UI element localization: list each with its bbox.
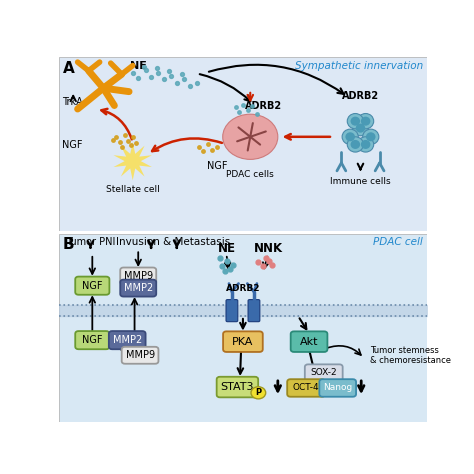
Text: PKA: PKA xyxy=(232,337,254,346)
Text: TrkA: TrkA xyxy=(62,97,83,107)
Text: ADRB2: ADRB2 xyxy=(226,283,260,292)
FancyBboxPatch shape xyxy=(319,379,356,397)
Circle shape xyxy=(361,117,370,126)
Circle shape xyxy=(363,129,379,145)
FancyBboxPatch shape xyxy=(109,331,146,349)
Circle shape xyxy=(352,120,369,136)
Polygon shape xyxy=(113,142,152,180)
Circle shape xyxy=(251,387,266,399)
Text: ADRB2: ADRB2 xyxy=(245,100,282,110)
FancyBboxPatch shape xyxy=(248,300,260,322)
Text: Stellate cell: Stellate cell xyxy=(106,185,160,194)
Text: ADRB2: ADRB2 xyxy=(342,91,379,101)
Text: Immune cells: Immune cells xyxy=(330,177,391,186)
FancyBboxPatch shape xyxy=(217,377,258,397)
Text: NGF: NGF xyxy=(207,161,228,171)
FancyBboxPatch shape xyxy=(226,300,238,322)
Circle shape xyxy=(347,137,364,152)
FancyBboxPatch shape xyxy=(291,331,328,352)
Circle shape xyxy=(351,140,360,149)
Text: MMP2: MMP2 xyxy=(124,283,153,293)
Text: MMP2: MMP2 xyxy=(113,335,142,345)
Text: Tumor stemness
& chemoresistance: Tumor stemness & chemoresistance xyxy=(370,346,451,365)
Circle shape xyxy=(357,113,374,129)
Text: NNK: NNK xyxy=(254,242,283,255)
Text: MMP9: MMP9 xyxy=(126,350,155,360)
Text: STAT3: STAT3 xyxy=(221,382,254,392)
Text: OCT-4: OCT-4 xyxy=(293,383,319,392)
FancyBboxPatch shape xyxy=(120,280,156,297)
FancyBboxPatch shape xyxy=(120,267,156,284)
Text: Invusion & Metastasis: Invusion & Metastasis xyxy=(116,237,230,247)
FancyBboxPatch shape xyxy=(305,365,343,381)
Text: NGF: NGF xyxy=(82,281,102,291)
Circle shape xyxy=(356,124,365,133)
Circle shape xyxy=(366,132,375,141)
FancyBboxPatch shape xyxy=(287,379,325,397)
Text: PDAC cells: PDAC cells xyxy=(227,170,274,179)
Text: B: B xyxy=(63,237,74,252)
Text: A: A xyxy=(63,61,75,76)
Circle shape xyxy=(351,117,360,126)
Circle shape xyxy=(361,140,370,149)
FancyBboxPatch shape xyxy=(223,331,263,352)
Text: NE: NE xyxy=(130,61,146,71)
Text: MMP9: MMP9 xyxy=(124,271,153,281)
Text: SOX-2: SOX-2 xyxy=(310,368,337,377)
Circle shape xyxy=(346,132,355,141)
Ellipse shape xyxy=(223,114,278,159)
Text: NE: NE xyxy=(218,242,236,255)
Text: NGF: NGF xyxy=(82,335,102,345)
FancyBboxPatch shape xyxy=(75,331,109,349)
FancyBboxPatch shape xyxy=(75,277,109,295)
Text: NGF: NGF xyxy=(62,140,82,150)
Circle shape xyxy=(342,129,358,145)
Text: Nanog: Nanog xyxy=(323,383,352,392)
Text: Sympathetic innervation: Sympathetic innervation xyxy=(295,61,423,71)
FancyBboxPatch shape xyxy=(122,347,158,364)
Circle shape xyxy=(347,113,364,129)
Text: Tumor PNI: Tumor PNI xyxy=(66,237,115,247)
Text: Akt: Akt xyxy=(300,337,319,346)
Circle shape xyxy=(126,155,139,167)
Text: PDAC cell: PDAC cell xyxy=(373,237,423,247)
Circle shape xyxy=(357,137,374,152)
Text: P: P xyxy=(255,388,262,397)
